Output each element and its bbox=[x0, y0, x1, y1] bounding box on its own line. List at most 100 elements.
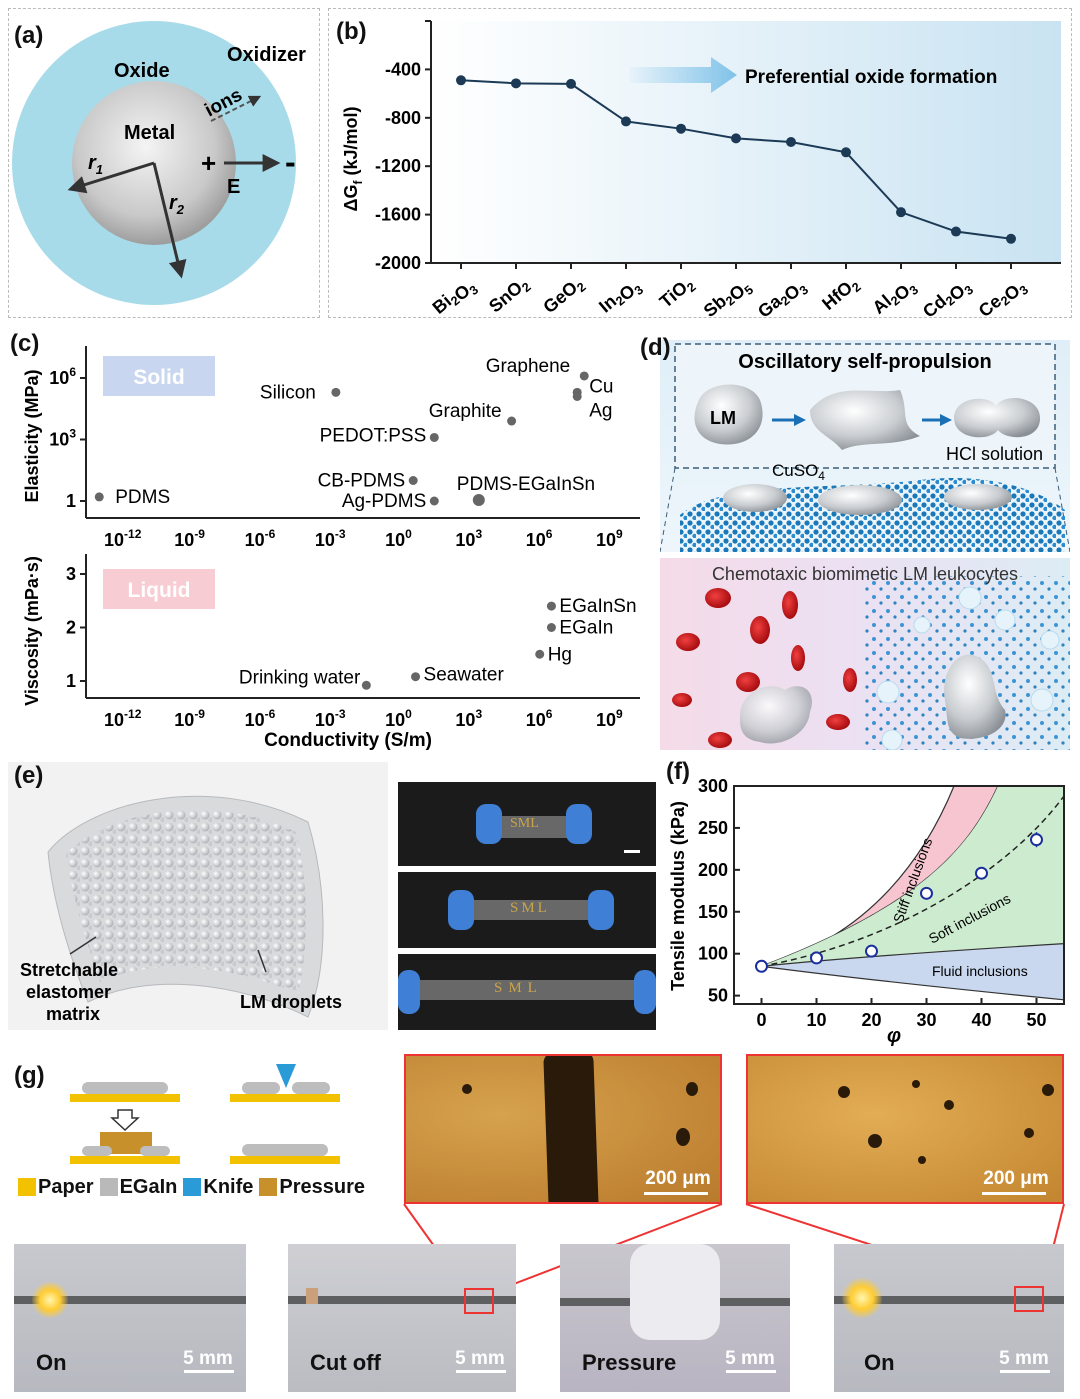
b-category-text: HfO2 bbox=[818, 273, 863, 316]
lm-droplet-3 bbox=[954, 397, 1041, 438]
soft-region bbox=[761, 786, 1064, 967]
preferential-arrow bbox=[629, 57, 737, 93]
c-solid-point-label: Graphite bbox=[429, 401, 502, 422]
r1-label: r1 bbox=[88, 152, 103, 177]
b-category-label: Cd2O3 bbox=[919, 273, 976, 321]
b-data-point bbox=[841, 147, 851, 158]
plus-sign: + bbox=[201, 148, 216, 178]
c-xtick-label: 103 bbox=[455, 707, 482, 730]
b-ytick-label: -2000 bbox=[375, 253, 421, 273]
c-solid-point-label: CB-PDMS bbox=[318, 471, 406, 492]
stretch-photo-3: SML bbox=[398, 954, 656, 1030]
panel-d: Oscillatory self-propulsion LM HCl solut… bbox=[659, 340, 1071, 751]
c-liquid-point bbox=[361, 680, 371, 690]
c-solid-point-label: PDMS bbox=[115, 487, 170, 508]
lm-leukocyte-1 bbox=[739, 686, 812, 744]
c-xtick-label: 10-12 bbox=[104, 527, 142, 550]
cut-heal-schematic bbox=[70, 1064, 340, 1164]
red-blood-cells bbox=[672, 588, 857, 748]
sml-text-1: SML bbox=[510, 816, 539, 831]
d-arrowhead-2 bbox=[940, 414, 952, 426]
c-ytick-label: 103 bbox=[49, 427, 76, 450]
lm-droplet-2 bbox=[810, 390, 920, 450]
f-ytick-label: 150 bbox=[698, 902, 728, 922]
lm-leukocyte-2 bbox=[944, 654, 1006, 739]
b-category-text: Sb2O5 bbox=[700, 273, 756, 317]
lm-on-particles-2 bbox=[818, 485, 902, 515]
f-xtick-label: 10 bbox=[806, 1010, 826, 1030]
f-data-point bbox=[975, 866, 988, 880]
scale-line-5-d bbox=[1000, 1370, 1050, 1373]
b-data-point bbox=[951, 226, 961, 237]
f-xtick-label: 0 bbox=[756, 1010, 766, 1030]
f-ytick-label: 300 bbox=[698, 776, 728, 796]
pressure-swatch bbox=[259, 1178, 278, 1196]
elastomer-illustration: Stretchable elastomer matrix LM droplets bbox=[20, 795, 342, 1024]
c-xtick-label: 100 bbox=[385, 707, 412, 730]
legend-paper: Paper bbox=[38, 1175, 94, 1198]
b-category-text: In2O3 bbox=[595, 273, 646, 317]
oxide-energy-chart: Preferential oxide formation ΔGf (kJ/mol… bbox=[341, 20, 1061, 322]
elastomer-pointer bbox=[69, 936, 97, 955]
c-ytick-label: 2 bbox=[66, 618, 76, 638]
b-category-text: Ce2O3 bbox=[975, 273, 1031, 317]
c-solid-point bbox=[331, 387, 341, 397]
sml-text-3: SML bbox=[494, 980, 543, 996]
caption-on-1: On bbox=[36, 1350, 67, 1375]
micrograph-cut: 200 μm bbox=[404, 1054, 722, 1204]
lm-droplet-1 bbox=[694, 384, 763, 445]
b-category-text: Cd2O3 bbox=[919, 273, 976, 317]
c-xlabel: Conductivity (S/m) bbox=[264, 730, 432, 751]
c-liquid-point bbox=[411, 672, 421, 682]
panel-e: Stretchable elastomer matrix LM droplets bbox=[8, 762, 388, 1030]
lm-on-particles-3 bbox=[944, 484, 1012, 510]
solid-box bbox=[103, 356, 215, 396]
fluid-label: Fluid inclusions bbox=[932, 963, 1028, 979]
c-xtick-label: 10-12 bbox=[104, 707, 142, 730]
conductivity-chart: Solid Liquid Elasticity (MPa) Viscosity … bbox=[22, 346, 640, 751]
c-xtick-label: 106 bbox=[526, 707, 553, 730]
c-liquid-point-label: Drinking water bbox=[239, 667, 361, 688]
f-data-point bbox=[810, 951, 823, 965]
solid-label: Solid bbox=[133, 366, 184, 389]
hcl-label: HCl solution bbox=[946, 444, 1043, 464]
ions-arrow bbox=[210, 95, 262, 122]
b-ytick-label: -400 bbox=[385, 59, 421, 79]
c-ylabel-bottom: Viscosity (mPa·s) bbox=[22, 556, 42, 706]
caption-on-2: On bbox=[864, 1350, 895, 1375]
scale-200-b: 200 μm bbox=[983, 1168, 1049, 1189]
scale-bar bbox=[624, 850, 640, 853]
f-ytick-label: 250 bbox=[698, 818, 728, 838]
g-legend: Paper EGaIn Knife Pressure bbox=[18, 1176, 365, 1198]
egain-press-b bbox=[140, 1146, 170, 1156]
c-solid-point bbox=[429, 496, 439, 506]
c-xtick-label: 10-9 bbox=[174, 527, 205, 550]
f-data-point bbox=[920, 886, 933, 900]
f-xtick-label: 40 bbox=[971, 1010, 991, 1030]
droplets-label: LM droplets bbox=[240, 992, 342, 1012]
legend-pressure: Pressure bbox=[279, 1175, 366, 1198]
f-ytick-label: 50 bbox=[708, 986, 728, 1006]
b-category-text: TiO2 bbox=[656, 273, 699, 314]
chemo-label: Chemotaxic biomimetic LM leukocytes bbox=[712, 564, 1018, 584]
c-solid-point bbox=[507, 416, 517, 426]
panel-b: Preferential oxide formation ΔGf (kJ/mol… bbox=[328, 8, 1072, 322]
label-d: (d) bbox=[640, 334, 671, 361]
led-glow-2 bbox=[842, 1278, 882, 1318]
scale-line-5-a bbox=[184, 1370, 234, 1373]
b-data-point bbox=[896, 207, 906, 218]
r1-arrow bbox=[67, 161, 155, 194]
f-data-point bbox=[755, 959, 768, 973]
b-category-label: In2O3 bbox=[595, 273, 646, 317]
b-category-label: Al2O3 bbox=[869, 280, 922, 317]
c-xtick-label: 109 bbox=[596, 707, 623, 730]
paper-strip-4 bbox=[230, 1156, 340, 1164]
c-ytick-label: 106 bbox=[49, 365, 76, 388]
c-xtick-label: 10-6 bbox=[245, 707, 276, 730]
panel-a-diagram: Oxide Oxidizer Metal ions r1 r2 + - E bbox=[12, 21, 306, 305]
photo-on-2: On 5 mm bbox=[834, 1244, 1064, 1392]
heal-marker bbox=[1014, 1286, 1044, 1312]
panel-d-illustration: Oscillatory self-propulsion LM HCl solut… bbox=[659, 340, 1071, 751]
panel-c: Solid Liquid Elasticity (MPa) Viscosity … bbox=[8, 326, 650, 751]
sml-text-2: SML bbox=[510, 900, 550, 916]
